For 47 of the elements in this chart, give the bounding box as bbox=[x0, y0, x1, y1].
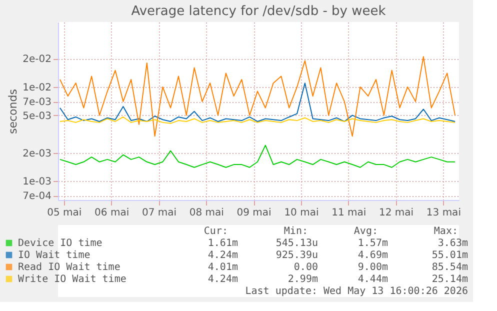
x-tick-label: 08 mai bbox=[189, 208, 224, 218]
x-tick-label: 10 mai bbox=[284, 208, 319, 218]
x-tick-label: 07 mai bbox=[142, 208, 177, 218]
x-tick-label: 12 mai bbox=[379, 208, 414, 218]
legend-label: Read IO Wait time bbox=[18, 262, 120, 273]
text: 4.24m bbox=[208, 274, 238, 285]
text: 545.13u bbox=[276, 238, 318, 249]
text: 55.01m bbox=[432, 250, 468, 261]
text: 4.44m bbox=[358, 274, 388, 285]
x-tick-label: 06 mai bbox=[94, 208, 130, 218]
x-tick-label: 05 mai bbox=[47, 208, 82, 218]
line-series bbox=[59, 82, 456, 122]
text: 4.24m bbox=[208, 250, 238, 261]
x-tick-label: 11 mai bbox=[332, 208, 366, 218]
legend-label: Write IO Wait time bbox=[18, 274, 126, 285]
text: 3.63m bbox=[438, 238, 468, 249]
text: 2.99m bbox=[288, 274, 318, 285]
y-tick-label: 2e-02 bbox=[22, 54, 52, 66]
text: 4.69m bbox=[358, 250, 388, 261]
text: 4.01m bbox=[208, 262, 238, 273]
line-series bbox=[59, 116, 456, 124]
y-tick-label: 1e-03 bbox=[22, 176, 52, 188]
legend-label: Device IO time bbox=[18, 238, 102, 249]
x-tick-label: 13 mai bbox=[426, 208, 461, 218]
text: 9.00m bbox=[358, 262, 388, 273]
text: Max: bbox=[434, 226, 458, 237]
text: Last update: Wed May 13 16:00:26 2026 bbox=[245, 286, 468, 297]
text: Min: bbox=[284, 226, 308, 237]
chart-title: Average latency for /dev/sdb - by week bbox=[131, 4, 386, 19]
y-tick-label: 1e-02 bbox=[22, 82, 52, 94]
y-axis-title: seconds bbox=[6, 88, 20, 134]
text: 1.57m bbox=[358, 238, 388, 249]
text: 0.00 bbox=[294, 262, 318, 273]
text: Avg: bbox=[354, 226, 378, 237]
x-tick-label: 09 mai bbox=[236, 208, 272, 218]
text: Cur: bbox=[204, 226, 228, 237]
line-series bbox=[59, 144, 456, 168]
text: 925.39u bbox=[276, 250, 318, 261]
text: 85.54m bbox=[432, 262, 468, 273]
y-tick-label: 5e-03 bbox=[22, 110, 52, 122]
legend-label: IO Wait time bbox=[18, 250, 90, 261]
y-tick-label: 7e-03 bbox=[22, 97, 52, 108]
y-tick-label: 2e-03 bbox=[22, 148, 52, 160]
y-tick-label: 7e-04 bbox=[22, 191, 52, 202]
line-series bbox=[59, 56, 456, 137]
text: 25.14m bbox=[432, 274, 468, 285]
text: 1.61m bbox=[208, 238, 238, 249]
